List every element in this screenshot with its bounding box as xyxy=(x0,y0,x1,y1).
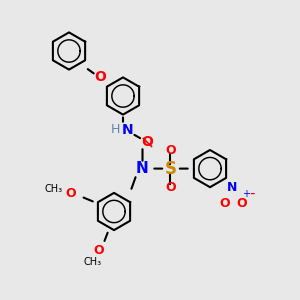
Text: O: O xyxy=(65,187,76,200)
Text: H: H xyxy=(111,123,120,136)
Text: O: O xyxy=(94,244,104,257)
Text: -: - xyxy=(249,186,255,201)
Text: CH₃: CH₃ xyxy=(84,256,102,267)
Text: O: O xyxy=(165,143,176,157)
Text: N: N xyxy=(135,161,148,176)
Text: O: O xyxy=(94,70,106,84)
Text: N: N xyxy=(226,181,237,194)
Text: N: N xyxy=(122,123,133,136)
Text: +: + xyxy=(242,189,250,200)
Text: O: O xyxy=(142,135,154,148)
Text: O: O xyxy=(220,197,230,210)
Text: S: S xyxy=(164,160,176,178)
Text: CH₃: CH₃ xyxy=(45,184,63,194)
Text: O: O xyxy=(165,181,176,194)
Text: O: O xyxy=(236,197,247,210)
